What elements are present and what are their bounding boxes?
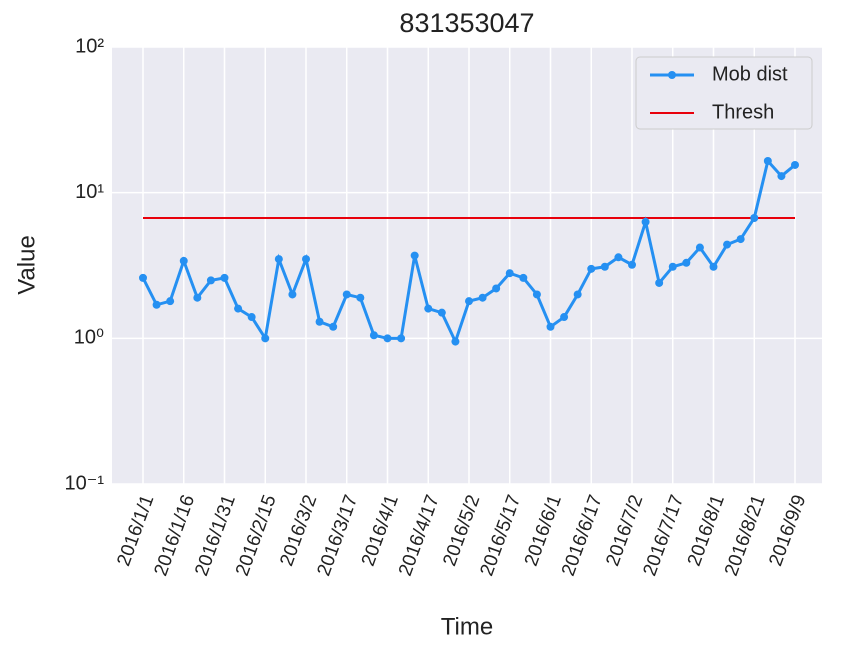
- x-tick-label: 2016/6/1: [521, 492, 566, 569]
- chart-title: 831353047: [399, 8, 534, 38]
- data-point: [247, 313, 256, 322]
- data-point: [206, 276, 215, 285]
- data-point: [695, 243, 704, 252]
- data-point: [709, 262, 718, 271]
- legend: Mob dist Thresh: [635, 56, 813, 130]
- data-point: [139, 273, 147, 282]
- data-point: [628, 260, 636, 269]
- y-axis-label: Value: [13, 235, 40, 295]
- data-point: [777, 172, 786, 181]
- data-point: [573, 290, 582, 299]
- data-point: [723, 240, 732, 249]
- data-point: [763, 156, 772, 165]
- data-point: [437, 308, 446, 317]
- data-point: [641, 217, 650, 226]
- data-point: [465, 297, 473, 306]
- y-tick-label: 10⁻¹: [65, 472, 105, 494]
- x-tick-label: 2016/5/17: [477, 492, 526, 579]
- data-point: [193, 293, 202, 302]
- x-axis-label: Time: [441, 613, 493, 640]
- x-tick-label: 2016/6/17: [558, 492, 607, 579]
- x-tick-label: 2016/7/2: [602, 492, 647, 569]
- data-point: [234, 304, 243, 313]
- data-point: [152, 300, 161, 309]
- x-tick-label: 2016/9/9: [765, 492, 810, 569]
- data-point: [410, 251, 419, 260]
- data-point: [315, 317, 324, 326]
- x-tick-label: 2016/4/17: [395, 492, 444, 579]
- data-point: [682, 258, 691, 267]
- data-point: [179, 256, 188, 265]
- data-point: [505, 269, 514, 278]
- y-tick-label: 10⁰: [74, 327, 104, 349]
- y-tick-label: 10¹: [75, 181, 104, 203]
- data-point: [166, 297, 175, 306]
- x-tick-label: 2016/4/1: [358, 492, 403, 569]
- data-point: [492, 284, 501, 293]
- data-point: [288, 290, 297, 299]
- x-tick-label: 2016/5/2: [439, 492, 484, 569]
- x-tick-label: 2016/8/21: [721, 492, 770, 579]
- data-point: [220, 273, 229, 282]
- data-point: [397, 334, 406, 343]
- x-tick-label: 2016/7/17: [640, 492, 689, 579]
- data-point: [383, 334, 392, 343]
- data-point: [356, 293, 365, 302]
- data-point: [478, 293, 487, 302]
- data-point: [668, 262, 677, 271]
- data-point: [302, 255, 310, 264]
- x-tick-label: 2016/3/2: [276, 492, 321, 569]
- x-tick-label: 2016/8/1: [684, 492, 729, 569]
- data-point: [532, 290, 541, 299]
- data-point: [329, 322, 338, 331]
- data-point: [342, 290, 351, 299]
- data-point: [546, 322, 555, 331]
- data-point: [655, 278, 664, 287]
- data-point: [519, 273, 528, 282]
- data-point: [736, 235, 745, 244]
- legend-label: Mob dist: [712, 63, 788, 85]
- legend-marker: [668, 71, 676, 79]
- x-tick-label: 2016/2/15: [232, 492, 281, 579]
- data-point: [587, 264, 596, 273]
- data-point: [369, 331, 378, 340]
- data-point: [750, 214, 759, 223]
- data-point: [614, 253, 623, 262]
- data-point: [560, 313, 569, 322]
- x-tick-label: 2016/3/17: [314, 492, 363, 579]
- data-point: [451, 337, 460, 346]
- data-point: [424, 304, 433, 313]
- data-point: [791, 160, 799, 169]
- data-point: [274, 255, 283, 264]
- legend-label: Thresh: [712, 101, 774, 123]
- x-tick-label: 2016/1/31: [191, 492, 240, 579]
- x-tick-label: 2016/1/1: [113, 492, 158, 569]
- data-point: [261, 334, 270, 343]
- data-point: [600, 262, 609, 271]
- y-tick-label: 10²: [75, 35, 104, 57]
- x-tick-label: 2016/1/16: [151, 492, 200, 579]
